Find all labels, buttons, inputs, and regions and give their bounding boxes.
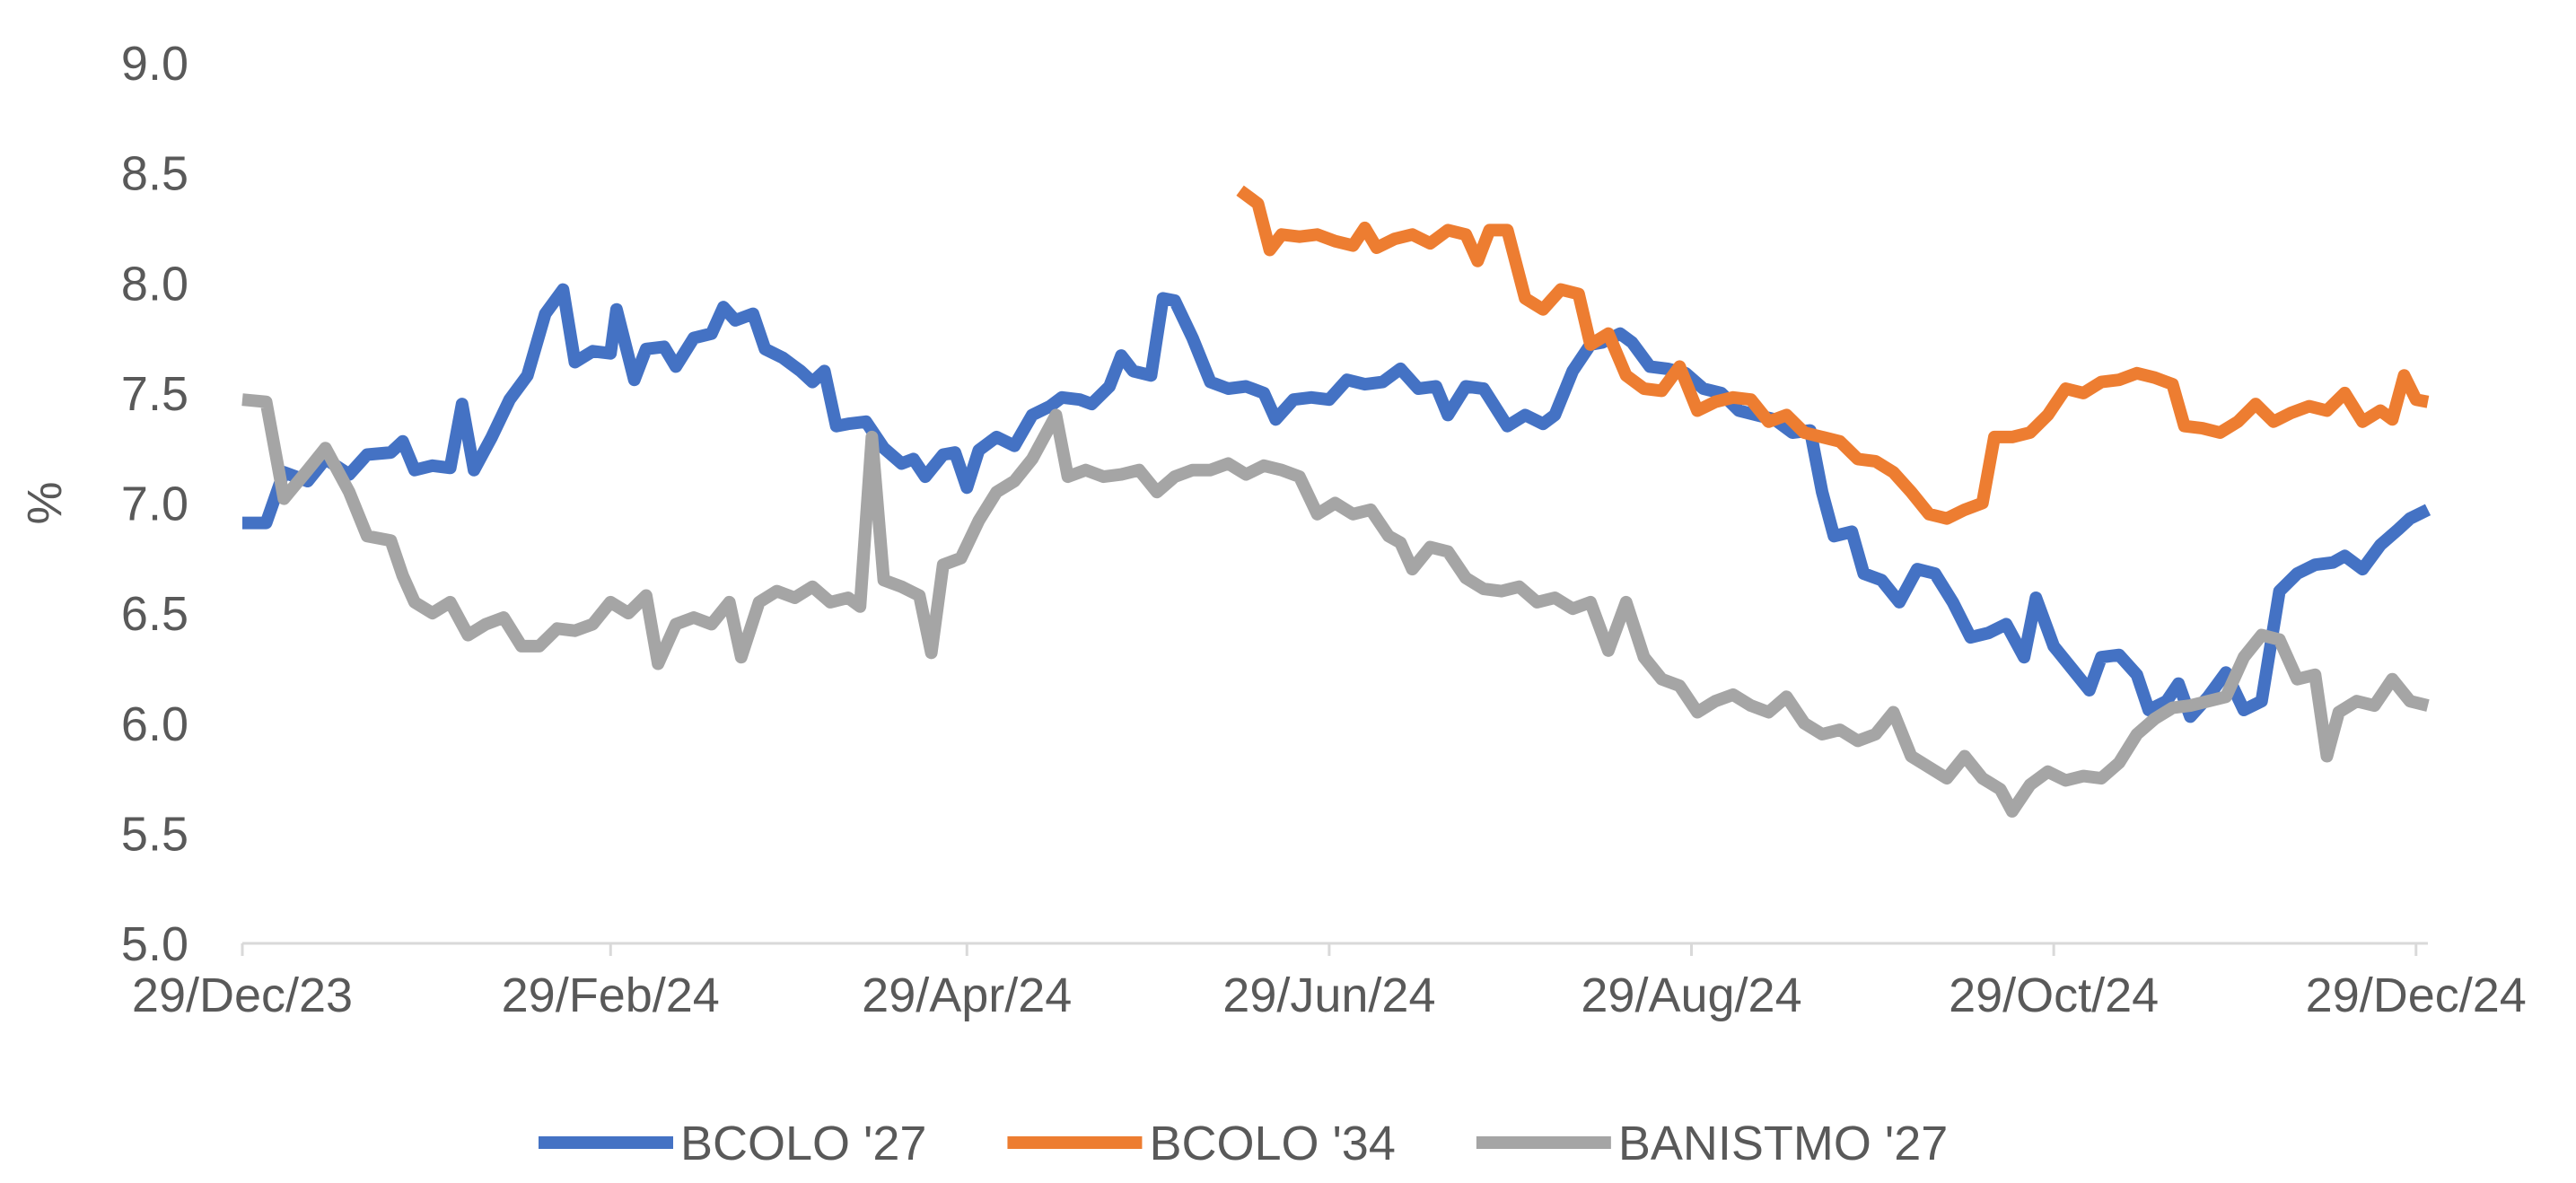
x-tick-label: 29/Jun/24 xyxy=(1222,968,1435,1022)
y-tick-label: 6.0 xyxy=(121,697,188,751)
legend-label-2: BANISTMO '27 xyxy=(1618,1117,1948,1170)
legend-label-1: BCOLO '34 xyxy=(1149,1117,1395,1170)
x-tick-label: 29/Dec/23 xyxy=(132,968,353,1022)
y-tick-label: 5.5 xyxy=(121,807,188,861)
y-tick-label: 6.5 xyxy=(121,587,188,641)
legend: BCOLO '27 BCOLO '34 BANISTMO '27 xyxy=(539,1117,1948,1170)
x-axis: 29/Dec/23 29/Feb/24 29/Apr/24 29/Jun/24 29/A… xyxy=(132,942,2527,1022)
x-tick-label: 29/Apr/24 xyxy=(862,968,1072,1022)
y-tick-label: 8.5 xyxy=(121,147,188,201)
y-tick-label: 7.5 xyxy=(121,367,188,421)
x-tick-label: 29/Oct/24 xyxy=(1949,968,2159,1022)
series-line-2 xyxy=(241,393,2430,818)
legend-label-0: BCOLO '27 xyxy=(680,1117,926,1170)
x-tick-label: 29/Dec/24 xyxy=(2306,968,2527,1022)
x-tick-label: 29/Feb/24 xyxy=(502,968,720,1022)
y-axis-title: % xyxy=(18,481,72,524)
series-line-1 xyxy=(1236,185,2430,525)
y-tick-label: 7.0 xyxy=(121,478,188,531)
y-tick-label: 5.0 xyxy=(121,917,188,971)
series-lines xyxy=(241,185,2431,818)
y-tick-label: 9.0 xyxy=(121,37,188,91)
y-tick-label: 8.0 xyxy=(121,257,188,311)
series-line-0 xyxy=(242,283,2431,723)
x-tick-label: 29/Aug/24 xyxy=(1581,968,1801,1022)
y-axis-ticks: 5.0 5.5 6.0 6.5 7.0 7.5 8.0 8.5 9.0 xyxy=(121,37,188,971)
